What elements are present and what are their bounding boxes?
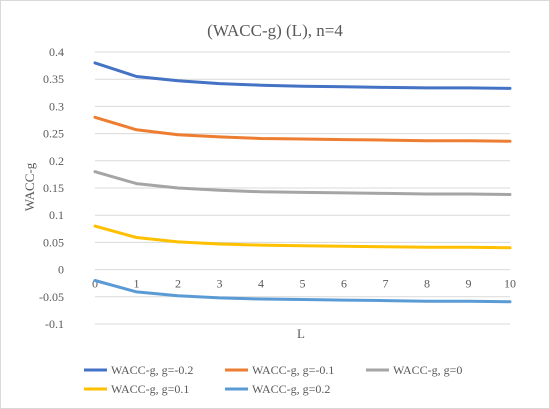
- y-tick-label: 0.15: [43, 181, 64, 195]
- y-tick-label: 0.1: [49, 208, 64, 222]
- legend-label: WACC-g, g=0.1: [111, 382, 189, 396]
- x-tick-label: 6: [341, 277, 347, 291]
- y-tick-label: 0.2: [49, 154, 64, 168]
- x-tick-label: 8: [424, 277, 430, 291]
- chart-title: (WACC-g) (L), n=4: [207, 21, 343, 40]
- y-tick-label: -0.05: [39, 290, 64, 304]
- legend-label: WACC-g, g=-0.1: [252, 363, 334, 377]
- series-line-4: [93, 224, 512, 250]
- x-axis-ticks: 0 1 2 3 4 5 6 7 8 9 10: [92, 277, 516, 291]
- legend-label: WACC-g, g=0: [393, 363, 462, 377]
- x-tick-label: 1: [134, 277, 140, 291]
- series-line-1: [93, 61, 512, 90]
- x-tick-label: 4: [258, 277, 264, 291]
- y-axis-ticks: 0.4 0.35 0.3 0.25 0.2 0.15 0.1 0.05 0 -0.05 -0.1: [39, 45, 64, 331]
- x-tick-label: 7: [383, 277, 389, 291]
- x-tick-label: 10: [504, 277, 516, 291]
- series-lines: [93, 61, 512, 304]
- y-tick-label: 0.35: [43, 72, 64, 86]
- x-tick-label: 3: [217, 277, 223, 291]
- y-tick-label: 0.25: [43, 127, 64, 141]
- series-line-5: [93, 279, 512, 304]
- series-line-3: [93, 170, 512, 196]
- legend-label: WACC-g, g=-0.2: [111, 363, 193, 377]
- x-tick-label: 2: [175, 277, 181, 291]
- x-tick-label: 5: [300, 277, 306, 291]
- legend: WACC-g, g=-0.2 WACC-g, g=-0.1 WACC-g, g=0 W…: [84, 363, 462, 396]
- series-line-2: [93, 115, 512, 143]
- legend-label: WACC-g, g=0.2: [252, 382, 330, 396]
- x-axis-label: L: [297, 326, 305, 341]
- y-tick-label: 0: [58, 263, 64, 277]
- y-tick-label: 0.4: [49, 45, 64, 59]
- y-tick-label: -0.1: [45, 317, 64, 331]
- x-tick-label: 9: [466, 277, 472, 291]
- y-tick-label: 0.3: [49, 99, 64, 113]
- y-axis-label: WACC-g: [22, 162, 37, 211]
- x-tick-label: 0: [92, 277, 98, 291]
- y-tick-label: 0.05: [43, 235, 64, 249]
